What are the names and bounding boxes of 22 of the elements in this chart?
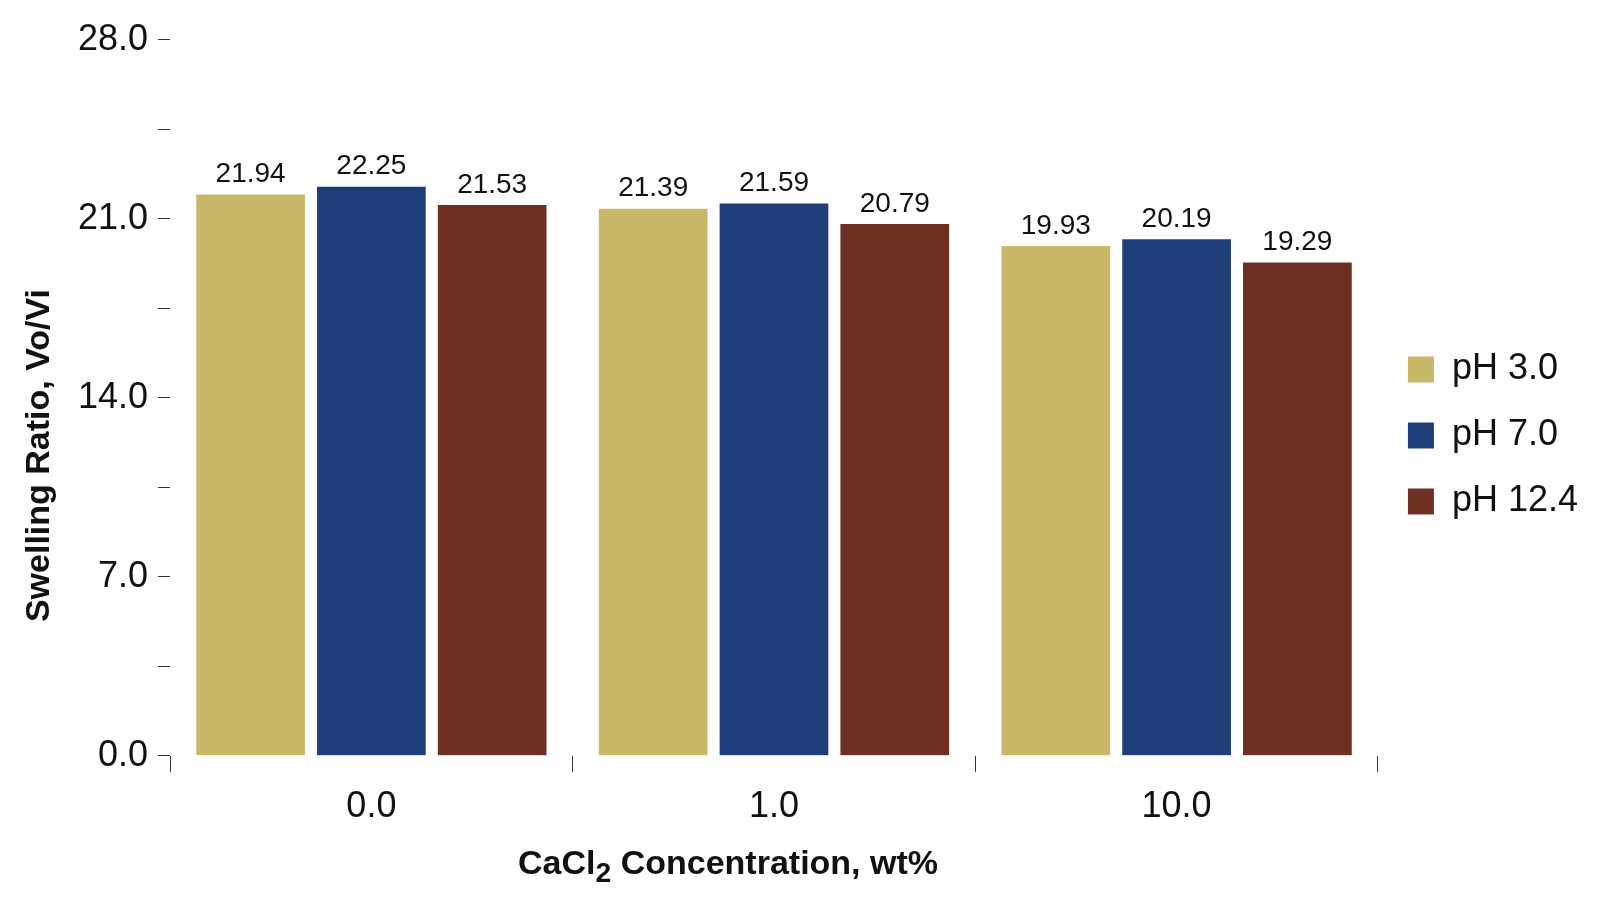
x-tick-label: 0.0 — [346, 784, 397, 826]
x-tick-label: 10.0 — [1141, 784, 1212, 826]
y-tick-label: 14.0 — [77, 374, 149, 416]
data-label: 21.39 — [618, 171, 689, 203]
data-label: 21.53 — [457, 167, 528, 199]
x-axis-title: CaCl$_{2}$ Concentration, wt% — [517, 843, 939, 889]
legend-label: pH 7.0 — [1451, 412, 1558, 454]
y-tick-label: 21.0 — [77, 195, 149, 237]
legend-label: pH 12.4 — [1451, 478, 1579, 520]
y-tick-label: 7.0 — [98, 553, 149, 595]
data-label: 20.19 — [1141, 202, 1212, 234]
data-label: 20.79 — [859, 186, 930, 218]
data-label: 21.59 — [738, 166, 810, 198]
y-tick-label: 0.0 — [98, 732, 149, 774]
data-label: 19.93 — [1020, 208, 1091, 240]
x-tick-label: 1.0 — [748, 784, 800, 826]
data-label: 19.29 — [1262, 225, 1333, 257]
y-tick-label: 28.0 — [77, 16, 149, 58]
legend-label: pH 3.0 — [1451, 346, 1558, 388]
y-axis-title: Swelling Ratio, Vo/Vi — [18, 288, 58, 623]
data-label: 22.25 — [336, 149, 407, 181]
data-label: 21.94 — [215, 157, 286, 189]
